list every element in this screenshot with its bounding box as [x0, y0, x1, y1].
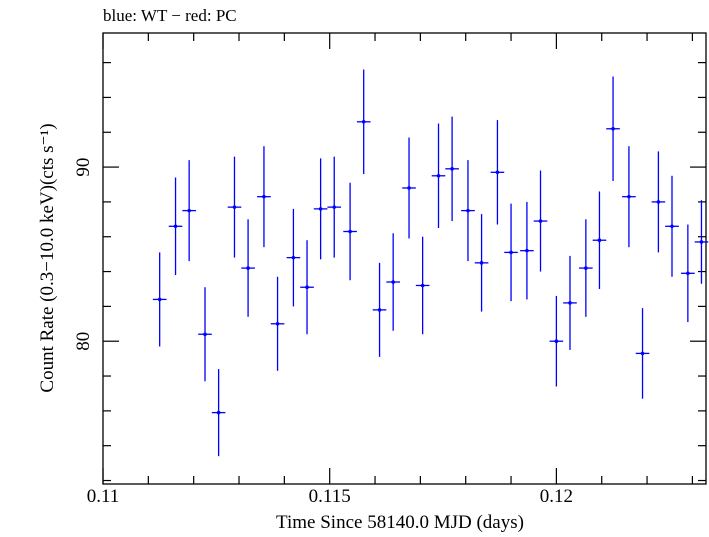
data-point	[622, 146, 636, 248]
data-point	[300, 240, 314, 335]
x-axis-title: Time Since 58140.0 MJD (days)	[276, 512, 524, 532]
data-point	[182, 160, 196, 262]
point-marker	[466, 208, 470, 213]
point-marker	[538, 219, 543, 223]
point-marker	[597, 238, 602, 243]
point-marker	[656, 200, 661, 204]
y-tick-label: 90	[73, 158, 94, 177]
point-marker	[450, 167, 454, 171]
data-points	[152, 69, 709, 457]
point-marker	[420, 283, 425, 288]
data-point	[257, 146, 271, 248]
data-point	[211, 369, 226, 457]
point-marker	[509, 250, 513, 255]
point-marker	[332, 205, 337, 209]
point-marker	[611, 126, 615, 131]
data-point	[681, 224, 695, 323]
data-point	[431, 123, 446, 229]
point-marker	[318, 207, 323, 211]
data-point	[241, 219, 255, 317]
point-marker	[262, 194, 266, 199]
point-marker	[584, 266, 588, 270]
point-marker	[291, 255, 296, 260]
point-marker	[157, 297, 162, 302]
data-point	[198, 287, 212, 382]
plot-frame	[102, 32, 707, 485]
chart-title: blue: WT − red: PC	[103, 6, 237, 25]
point-marker	[407, 186, 411, 190]
data-point	[372, 262, 387, 357]
data-point	[474, 214, 489, 312]
data-point	[415, 236, 430, 335]
data-point	[694, 200, 709, 284]
point-marker	[187, 208, 191, 213]
data-point	[227, 156, 242, 258]
point-marker	[495, 170, 500, 175]
data-point	[270, 276, 285, 371]
point-marker	[305, 285, 309, 290]
data-point	[461, 160, 475, 262]
data-point	[635, 308, 650, 399]
data-point	[579, 219, 593, 317]
point-marker	[627, 194, 631, 199]
data-point	[386, 233, 400, 331]
point-marker	[568, 301, 572, 305]
point-marker	[391, 280, 395, 284]
x-tick-label: 0.11	[87, 486, 120, 507]
data-point	[606, 76, 620, 182]
point-marker	[361, 120, 366, 124]
data-point	[520, 201, 534, 300]
point-marker	[479, 261, 484, 265]
point-marker	[203, 332, 207, 337]
point-marker	[554, 339, 559, 344]
x-tick-label: 0.12	[540, 486, 573, 507]
point-marker	[640, 351, 645, 356]
x-tick-label: 0.115	[309, 486, 351, 507]
axis-ticks: 0.11 0.115 0.12 80 90	[73, 33, 706, 507]
point-marker	[232, 205, 237, 209]
point-marker	[216, 410, 221, 415]
point-marker	[173, 224, 178, 229]
point-marker	[275, 321, 280, 326]
data-point	[504, 203, 518, 302]
data-point	[592, 191, 607, 289]
data-point	[356, 69, 371, 175]
data-point	[533, 170, 548, 272]
data-point	[402, 137, 416, 239]
point-marker	[246, 266, 250, 270]
point-marker	[525, 248, 529, 253]
point-marker	[670, 224, 674, 229]
data-point	[651, 151, 666, 253]
point-marker	[377, 308, 382, 312]
y-tick-label: 80	[73, 332, 94, 351]
data-point	[490, 120, 505, 225]
data-point	[313, 158, 328, 260]
point-marker	[436, 173, 441, 178]
point-marker	[699, 240, 704, 244]
data-point	[343, 182, 357, 281]
data-point	[327, 156, 342, 258]
point-marker	[348, 229, 352, 234]
data-point	[563, 255, 577, 350]
data-point	[286, 208, 301, 307]
data-point	[445, 116, 459, 222]
data-point	[549, 295, 564, 387]
data-point	[152, 252, 167, 347]
y-axis-title: Count Rate (0.3−10.0 keV)(cts s⁻¹)	[37, 123, 58, 392]
data-point	[665, 175, 679, 277]
data-point	[168, 177, 183, 276]
point-marker	[686, 271, 690, 276]
